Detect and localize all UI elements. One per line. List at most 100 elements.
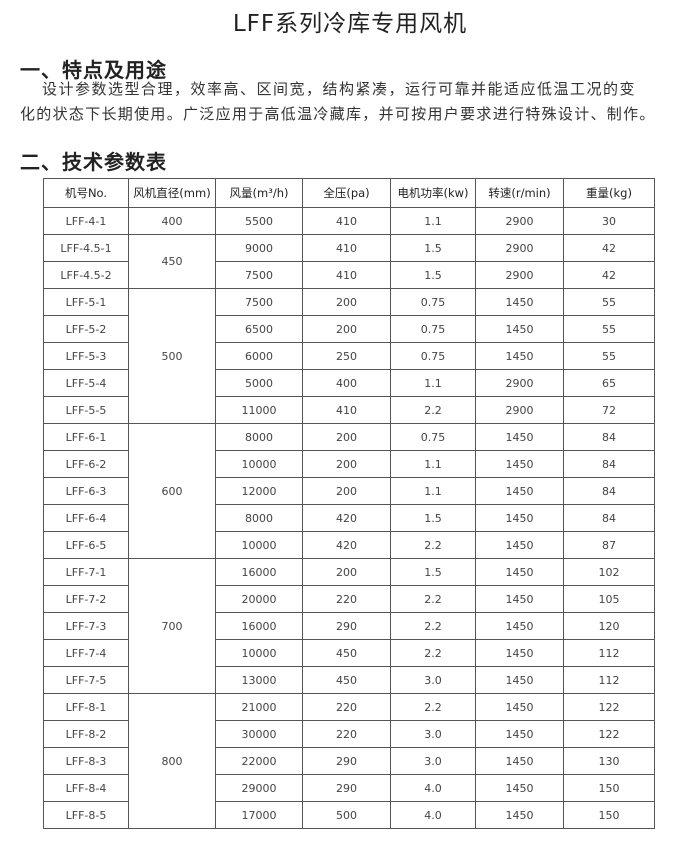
weight-cell: 150 — [563, 774, 655, 802]
power-cell: 1.5 — [390, 261, 476, 289]
pressure-cell: 420 — [302, 504, 391, 532]
airflow-cell: 20000 — [215, 585, 303, 613]
column-header: 重量(kg) — [563, 178, 655, 208]
pressure-cell: 420 — [302, 531, 391, 559]
column-header: 全压(pa) — [302, 178, 391, 208]
power-cell: 1.1 — [390, 477, 476, 505]
model-cell: LFF-7-1 — [43, 558, 129, 586]
power-cell: 1.5 — [390, 558, 476, 586]
model-cell: LFF-5-4 — [43, 369, 129, 397]
table-row: LFF-4.5-2 7500 410 1.5 2900 42 — [43, 261, 655, 289]
airflow-cell: 16000 — [215, 558, 303, 586]
weight-cell: 84 — [563, 450, 655, 478]
speed-cell: 1450 — [475, 774, 564, 802]
power-cell: 0.75 — [390, 315, 476, 343]
pressure-cell: 450 — [302, 666, 391, 694]
speed-cell: 1450 — [475, 504, 564, 532]
spec-table: 机号No. 风机直径(mm) 风量(m³/h) 全压(pa) 电机功率(kw) 转速(r/… — [43, 178, 655, 829]
model-cell: LFF-7-3 — [43, 612, 129, 640]
speed-cell: 1450 — [475, 747, 564, 775]
pressure-cell: 200 — [302, 558, 391, 586]
table-row: LFF-5-1 500 7500 200 0.75 1450 55 — [43, 288, 655, 424]
speed-cell: 1450 — [475, 612, 564, 640]
pressure-cell: 410 — [302, 261, 391, 289]
model-cell: LFF-6-3 — [43, 477, 129, 505]
airflow-cell: 12000 — [215, 477, 303, 505]
pressure-cell: 200 — [302, 450, 391, 478]
column-header: 风量(m³/h) — [215, 178, 303, 208]
speed-cell: 1450 — [475, 477, 564, 505]
weight-cell: 55 — [563, 315, 655, 343]
weight-cell: 65 — [563, 369, 655, 397]
power-cell: 1.5 — [390, 234, 476, 262]
pressure-cell: 290 — [302, 774, 391, 802]
weight-cell: 105 — [563, 585, 655, 613]
power-cell: 1.1 — [390, 207, 476, 235]
weight-cell: 112 — [563, 639, 655, 667]
page-title: LFF系列冷库专用风机 — [232, 11, 468, 37]
airflow-cell: 16000 — [215, 612, 303, 640]
pressure-cell: 290 — [302, 747, 391, 775]
model-cell: LFF-4.5-2 — [43, 261, 129, 289]
airflow-cell: 9000 — [215, 234, 303, 262]
speed-cell: 1450 — [475, 585, 564, 613]
table-row: LFF-5-2 6500 200 0.75 1450 55 — [43, 315, 655, 343]
pressure-cell: 410 — [302, 234, 391, 262]
airflow-cell: 21000 — [215, 693, 303, 721]
weight-cell: 84 — [563, 423, 655, 451]
weight-cell: 102 — [563, 558, 655, 586]
airflow-cell: 10000 — [215, 531, 303, 559]
column-header: 风机直径(mm) — [128, 178, 216, 208]
weight-cell: 87 — [563, 531, 655, 559]
pressure-cell: 500 — [302, 801, 391, 829]
power-cell: 1.1 — [390, 450, 476, 478]
pressure-cell: 290 — [302, 612, 391, 640]
power-cell: 2.2 — [390, 396, 476, 424]
power-cell: 2.2 — [390, 612, 476, 640]
pressure-cell: 200 — [302, 477, 391, 505]
power-cell: 0.75 — [390, 342, 476, 370]
weight-cell: 84 — [563, 504, 655, 532]
power-cell: 4.0 — [390, 774, 476, 802]
diameter-cell: 600 — [128, 423, 216, 559]
power-cell: 2.2 — [390, 585, 476, 613]
table-row: LFF-6-1 600 8000 200 0.75 1450 84 — [43, 423, 655, 559]
diameter-cell: 700 — [128, 558, 216, 694]
table-row: LFF-6-2 10000 200 1.1 1450 84 — [43, 450, 655, 478]
model-cell: LFF-7-2 — [43, 585, 129, 613]
airflow-cell: 6000 — [215, 342, 303, 370]
airflow-cell: 5000 — [215, 369, 303, 397]
airflow-cell: 29000 — [215, 774, 303, 802]
power-cell: 4.0 — [390, 801, 476, 829]
pressure-cell: 200 — [302, 288, 391, 316]
airflow-cell: 30000 — [215, 720, 303, 748]
power-cell: 2.2 — [390, 693, 476, 721]
weight-cell: 120 — [563, 612, 655, 640]
airflow-cell: 8000 — [215, 423, 303, 451]
model-cell: LFF-5-5 — [43, 396, 129, 424]
table-row: LFF-7-4 10000 450 2.2 1450 112 — [43, 639, 655, 667]
speed-cell: 1450 — [475, 450, 564, 478]
weight-cell: 30 — [563, 207, 655, 235]
column-header: 电机功率(kw) — [390, 178, 476, 208]
speed-cell: 2900 — [475, 369, 564, 397]
paragraph-line-2: 化的状态下长期使用。广泛应用于高低温冷藏库，并可按用户要求进行特殊设计、制作。 — [20, 105, 656, 123]
pressure-cell: 410 — [302, 207, 391, 235]
airflow-cell: 17000 — [215, 801, 303, 829]
table-row: LFF-5-3 6000 250 0.75 1450 55 — [43, 342, 655, 370]
table-row: LFF-5-4 5000 400 1.1 2900 65 — [43, 369, 655, 397]
table-row: LFF-4-1 400 5500 410 1.1 2900 30 — [43, 207, 655, 235]
diameter-cell: 500 — [128, 288, 216, 424]
pressure-cell: 400 — [302, 369, 391, 397]
power-cell: 1.1 — [390, 369, 476, 397]
model-cell: LFF-4.5-1 — [43, 234, 129, 262]
speed-cell: 1450 — [475, 720, 564, 748]
weight-cell: 150 — [563, 801, 655, 829]
table-row: LFF-7-1 700 16000 200 1.5 1450 102 — [43, 558, 655, 694]
model-cell: LFF-5-3 — [43, 342, 129, 370]
model-cell: LFF-8-4 — [43, 774, 129, 802]
model-cell: LFF-8-1 — [43, 693, 129, 721]
weight-cell: 84 — [563, 477, 655, 505]
column-header: 转速(r/min) — [475, 178, 564, 208]
airflow-cell: 10000 — [215, 450, 303, 478]
